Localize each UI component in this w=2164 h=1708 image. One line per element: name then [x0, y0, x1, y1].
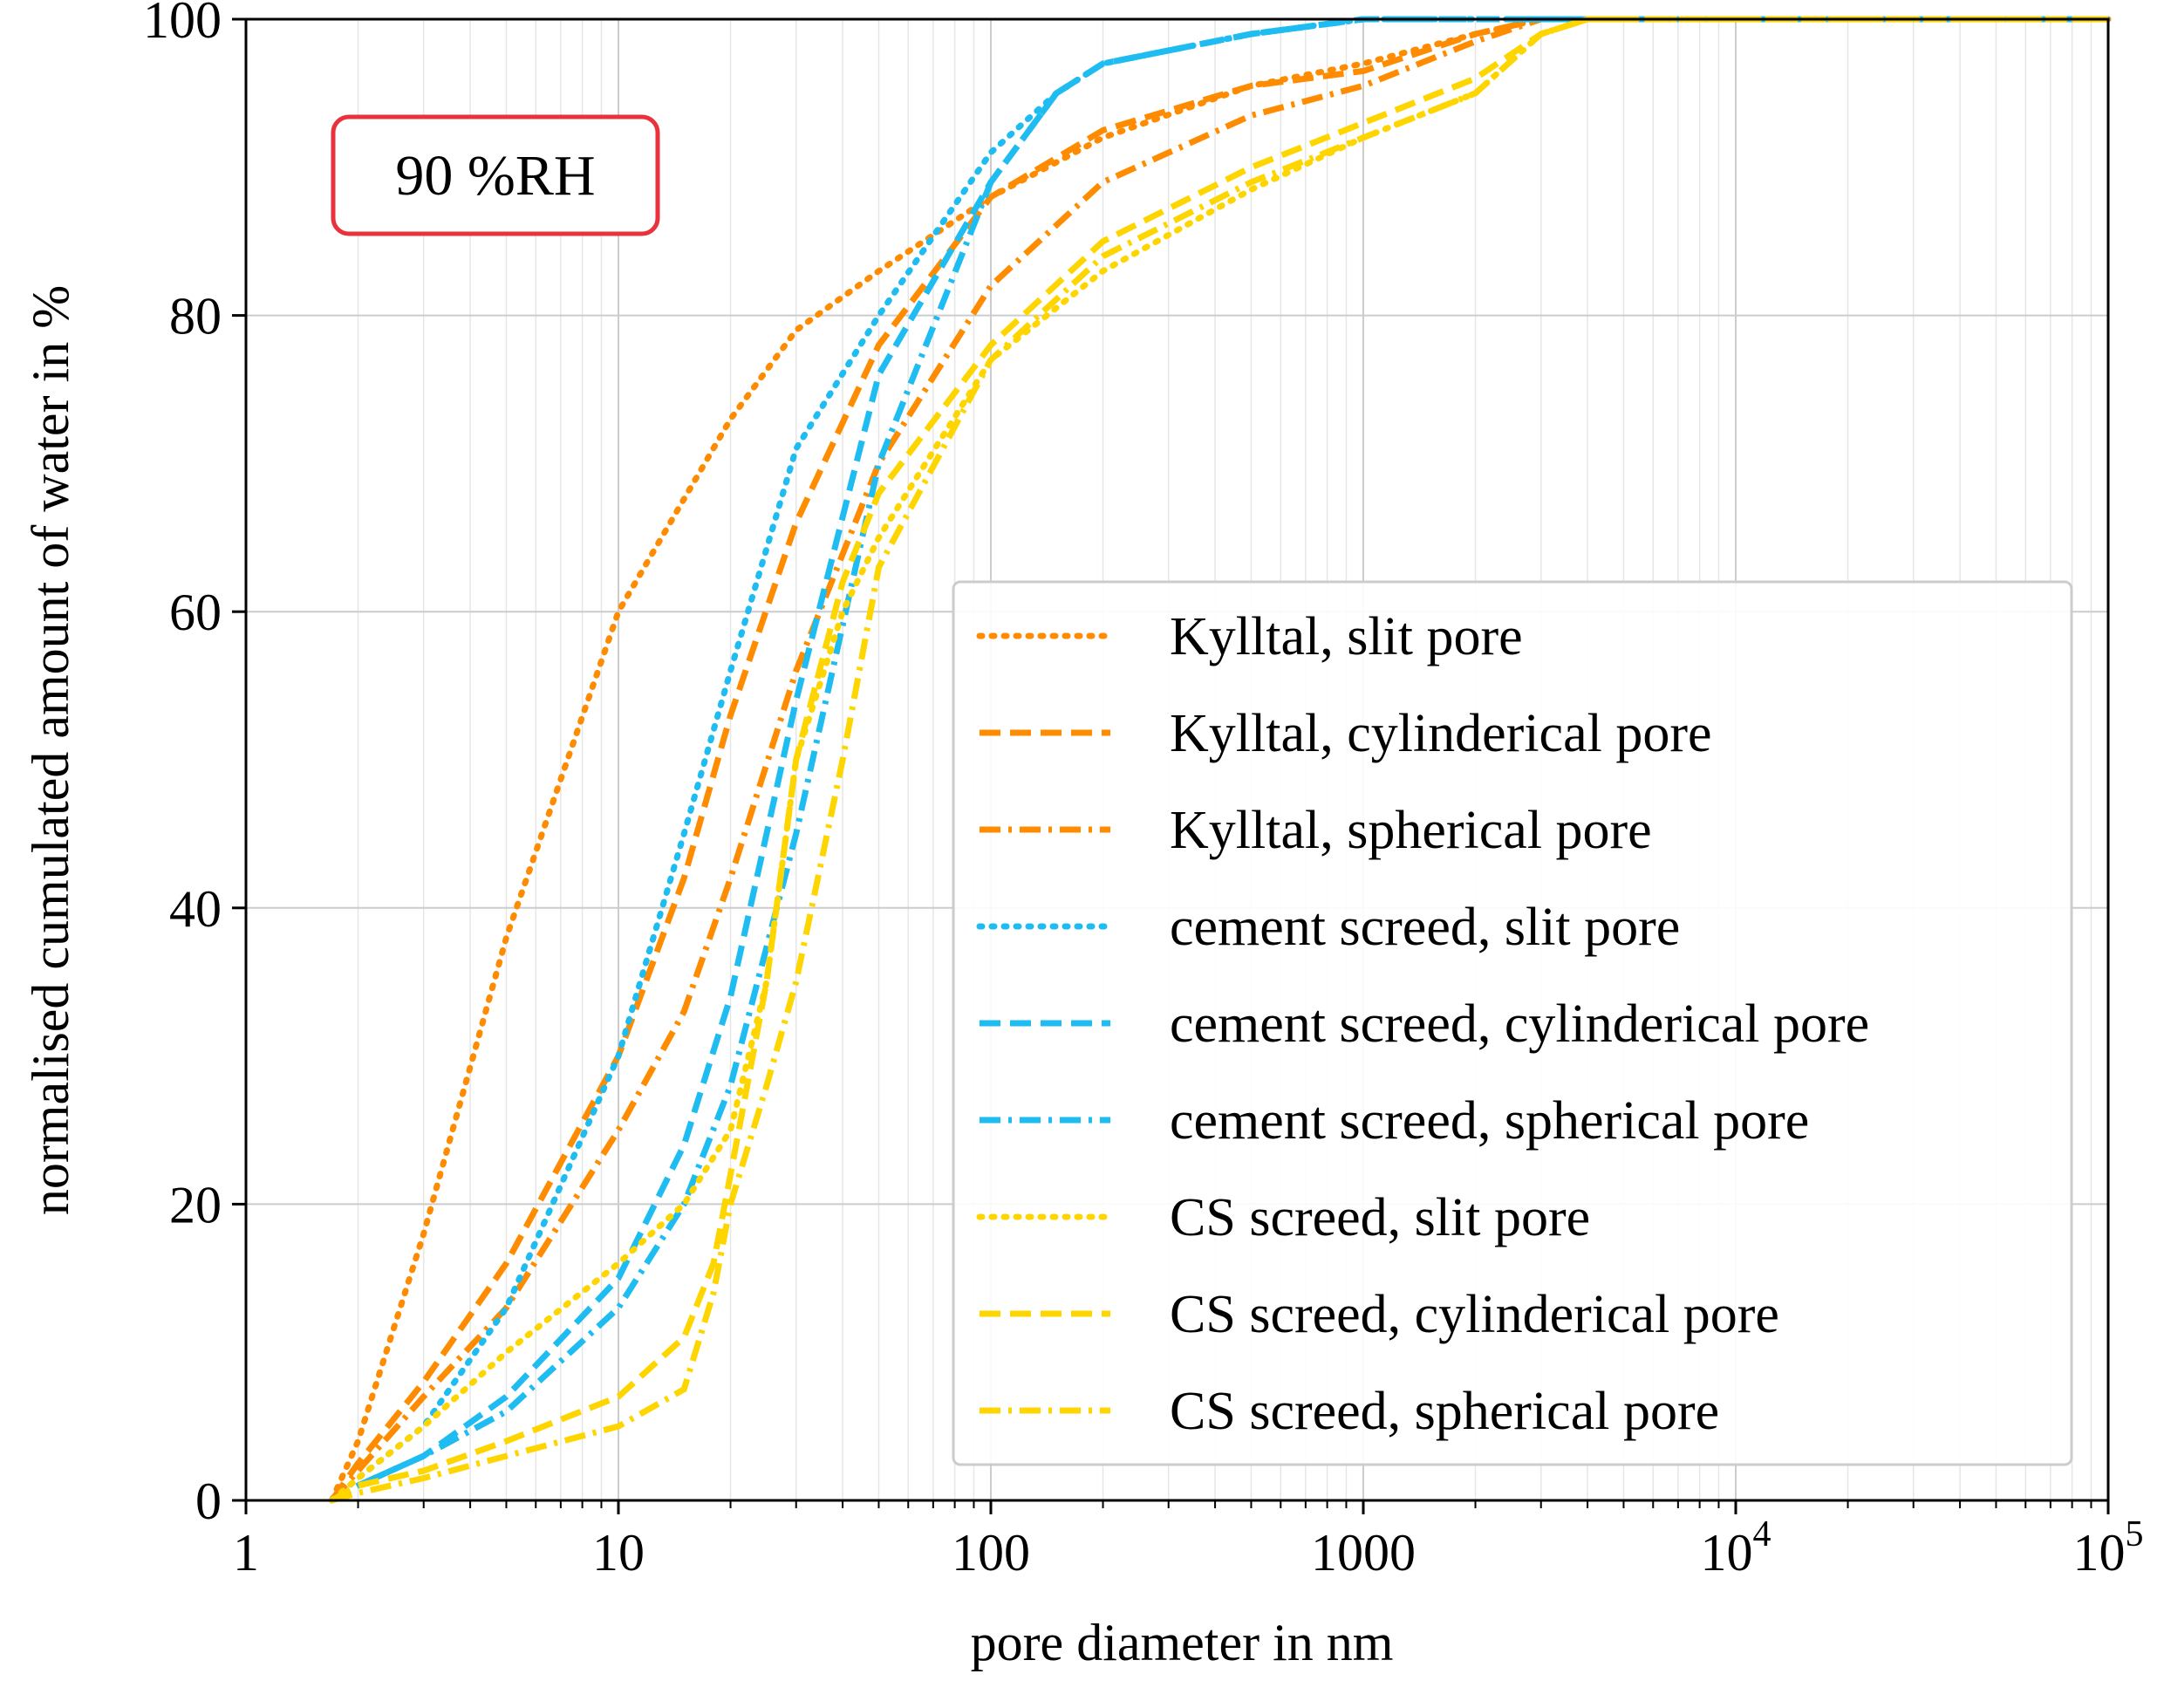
legend-label: CS screed, slit pore: [1170, 1188, 1590, 1247]
legend-label: Kylltal, slit pore: [1170, 607, 1523, 666]
annotation-box: 90 %RH: [331, 114, 660, 236]
legend-label: CS screed, spherical pore: [1170, 1382, 1719, 1441]
y-axis-label: normalised cumulated amount of water in …: [22, 285, 79, 1215]
legend: Kylltal, slit pore Kylltal, cylinderical …: [952, 580, 2073, 1466]
legend-label: Kylltal, spherical pore: [1170, 801, 1652, 860]
x-tick-label: 100: [952, 1524, 1030, 1582]
x-tick-label: 10: [592, 1524, 645, 1582]
annotation-text: 90 %RH: [395, 144, 595, 208]
x-tick-label: 1000: [1311, 1524, 1416, 1582]
x-axis-label: pore diameter in nm: [971, 1614, 1394, 1671]
legend-label: Kylltal, cylinderical pore: [1170, 704, 1711, 763]
y-tick-label: 60: [169, 584, 222, 641]
series-line: [330, 16, 2108, 1504]
series-line: [329, 16, 2108, 1503]
y-tick-label: 100: [143, 0, 222, 49]
annotation-border: [331, 114, 660, 236]
legend-label: cement screed, cylinderical pore: [1170, 994, 1869, 1054]
y-tick-label: 80: [169, 288, 222, 345]
plot-series: [328, 16, 2112, 1504]
y-tick-label: 40: [169, 880, 222, 938]
series-line: [329, 16, 2108, 1503]
legend-box: [952, 580, 2073, 1466]
legend-label: cement screed, spherical pore: [1170, 1091, 1809, 1151]
plot-frame: [244, 17, 2110, 1502]
series-line: [328, 16, 2112, 1504]
x-tick-label: 1: [233, 1524, 259, 1582]
y-tick-label: 0: [195, 1472, 222, 1530]
y-tick-label: 20: [169, 1176, 222, 1233]
legend-label: cement screed, slit pore: [1170, 898, 1680, 957]
series-line: [330, 16, 2108, 1504]
x-tick-label: 105: [2073, 1514, 2144, 1582]
series-line: [330, 16, 2108, 1504]
legend-label: CS screed, cylinderical pore: [1170, 1285, 1779, 1344]
